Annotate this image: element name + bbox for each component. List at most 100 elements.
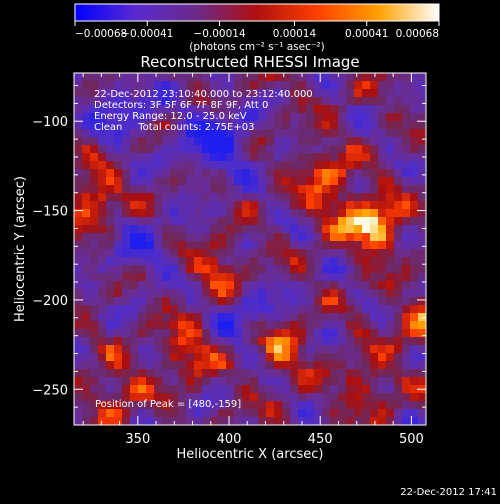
heatmap-cell [362, 401, 371, 410]
heatmap-cell [74, 217, 83, 226]
heatmap-cell [362, 225, 371, 234]
heatmap-cell [290, 329, 299, 338]
heatmap-cell [194, 73, 203, 82]
heatmap-cell [338, 225, 347, 234]
x-tick-label: 350 [125, 432, 150, 447]
heatmap-cell [418, 105, 426, 114]
heatmap-cell [98, 273, 107, 282]
heatmap-cell [122, 265, 131, 274]
heatmap-cell [394, 105, 403, 114]
heatmap-cell [274, 329, 283, 338]
heatmap-cell [154, 73, 163, 82]
heatmap-cell [194, 129, 203, 138]
heatmap-cell [178, 265, 187, 274]
heatmap-cell [362, 177, 371, 186]
heatmap-cell [74, 225, 83, 234]
heatmap-cell [162, 145, 171, 154]
heatmap-cell [202, 201, 211, 210]
heatmap-cell [186, 337, 195, 346]
heatmap-cell [234, 209, 243, 218]
heatmap-cell [322, 361, 331, 370]
heatmap-cell [242, 353, 251, 362]
heatmap-cell [338, 193, 347, 202]
heatmap-cell [330, 313, 339, 322]
heatmap-cell [322, 297, 331, 306]
heatmap-cell [346, 265, 355, 274]
heatmap-cell [282, 89, 291, 98]
heatmap-cell [210, 97, 219, 106]
heatmap-cell [386, 337, 395, 346]
heatmap-cell [146, 185, 155, 194]
heatmap-cell [258, 417, 267, 425]
heatmap-cell [202, 225, 211, 234]
heatmap-cell [170, 313, 179, 322]
heatmap-cell [362, 153, 371, 162]
heatmap-cell [210, 153, 219, 162]
heatmap-cell [410, 265, 419, 274]
heatmap-cell [170, 113, 179, 122]
heatmap-cell [258, 217, 267, 226]
heatmap-cell [210, 225, 219, 234]
heatmap-cell [242, 105, 251, 114]
heatmap-cell [90, 257, 99, 266]
heatmap-cell [418, 417, 426, 425]
heatmap-cell [354, 233, 363, 242]
heatmap-cell [386, 265, 395, 274]
heatmap-cell [162, 329, 171, 338]
heatmap-cell [258, 345, 267, 354]
heatmap-cell [330, 385, 339, 394]
heatmap-cell [226, 217, 235, 226]
heatmap-cell [338, 97, 347, 106]
heatmap-cell [290, 153, 299, 162]
heatmap-cell [122, 313, 131, 322]
plot-frame [73, 72, 427, 426]
heatmap-cell [234, 377, 243, 386]
heatmap-cell [90, 241, 99, 250]
heatmap-cell [354, 241, 363, 250]
colorbar-unit-label: (photons cm⁻² s⁻¹ asec⁻²) [189, 41, 324, 53]
heatmap-cell [130, 105, 139, 114]
heatmap-cell [210, 129, 219, 138]
colorbar-gradient [74, 3, 440, 22]
heatmap-cell [386, 369, 395, 378]
heatmap-cell [202, 289, 211, 298]
heatmap-cell [234, 193, 243, 202]
heatmap-cell [346, 257, 355, 266]
heatmap-cell [122, 337, 131, 346]
heatmap-cell [170, 329, 179, 338]
heatmap-cell [274, 81, 283, 90]
heatmap-cell [330, 209, 339, 218]
heatmap-cell [218, 113, 227, 122]
heatmap-cell [394, 233, 403, 242]
heatmap-cell [130, 161, 139, 170]
heatmap-cell [170, 233, 179, 242]
heatmap-cell [402, 401, 411, 410]
heatmap-cell [130, 417, 139, 425]
heatmap-cell [330, 113, 339, 122]
heatmap-cell [266, 145, 275, 154]
heatmap-cell [90, 265, 99, 274]
heatmap-cell [250, 185, 259, 194]
heatmap-cell [354, 281, 363, 290]
heatmap-cell [274, 241, 283, 250]
heatmap-cell [210, 89, 219, 98]
heatmap-cell [354, 345, 363, 354]
heatmap-cell [242, 185, 251, 194]
heatmap-cell [314, 225, 323, 234]
heatmap-cell [226, 377, 235, 386]
heatmap-cell [106, 121, 115, 130]
heatmap-cell [250, 169, 259, 178]
heatmap-cell [202, 161, 211, 170]
heatmap-cell [210, 305, 219, 314]
heatmap-cell [218, 217, 227, 226]
heatmap-cell [410, 345, 419, 354]
heatmap-cell [90, 313, 99, 322]
heatmap-cell [138, 377, 147, 386]
heatmap-cell [322, 129, 331, 138]
heatmap-cell [386, 377, 395, 386]
heatmap-cell [354, 137, 363, 146]
heatmap-cell [322, 105, 331, 114]
heatmap-cell [362, 145, 371, 154]
heatmap-cell [346, 241, 355, 250]
heatmap-cell [194, 257, 203, 266]
